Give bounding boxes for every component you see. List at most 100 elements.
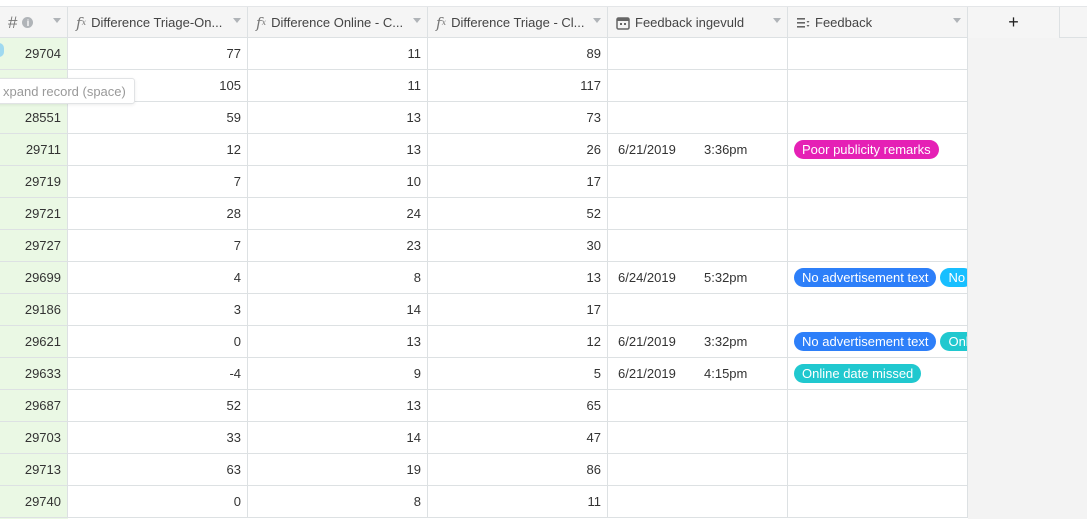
record-id-cell[interactable]: 29711 <box>0 134 68 165</box>
difference-online-c-cell[interactable]: 23 <box>248 230 428 261</box>
feedback-ingevuld-cell[interactable] <box>608 422 788 453</box>
add-field-button[interactable]: + <box>968 7 1060 38</box>
feedback-ingevuld-cell[interactable] <box>608 102 788 133</box>
difference-triage-online-cell[interactable]: 12 <box>68 134 248 165</box>
table-row[interactable]: 29719 7 10 17 <box>0 166 968 198</box>
difference-triage-online-cell[interactable]: 77 <box>68 38 248 69</box>
table-row[interactable]: 29621 0 13 12 6/21/2019 3:32pm No advertisemen… <box>0 326 968 358</box>
table-row[interactable]: 29721 28 24 52 <box>0 198 968 230</box>
difference-triage-cl-cell[interactable]: 17 <box>428 294 608 325</box>
difference-online-c-cell[interactable]: 13 <box>248 102 428 133</box>
feedback-cell[interactable] <box>788 294 968 325</box>
table-row[interactable]: 2969710511117 <box>0 70 968 102</box>
feedback-cell[interactable] <box>788 38 968 69</box>
record-id-cell[interactable]: 29621 <box>0 326 68 357</box>
difference-triage-cl-cell[interactable]: 86 <box>428 454 608 485</box>
difference-triage-cl-cell[interactable]: 11 <box>428 486 608 517</box>
difference-triage-online-cell[interactable]: 3 <box>68 294 248 325</box>
difference-triage-online-cell[interactable]: 7 <box>68 230 248 261</box>
record-id-cell[interactable]: 29713 <box>0 454 68 485</box>
feedback-cell[interactable] <box>788 102 968 133</box>
record-id-cell[interactable]: 29727 <box>0 230 68 261</box>
feedback-ingevuld-cell[interactable] <box>608 70 788 101</box>
difference-triage-online-cell[interactable]: 33 <box>68 422 248 453</box>
record-id-cell[interactable]: 29687 <box>0 390 68 421</box>
difference-online-c-cell[interactable]: 13 <box>248 326 428 357</box>
difference-triage-online-cell[interactable]: 28 <box>68 198 248 229</box>
record-id-cell[interactable]: 28551 <box>0 102 68 133</box>
chevron-down-icon[interactable] <box>773 18 781 23</box>
difference-online-c-cell[interactable]: 9 <box>248 358 428 389</box>
difference-triage-cl-cell[interactable]: 65 <box>428 390 608 421</box>
difference-triage-cl-cell[interactable]: 117 <box>428 70 608 101</box>
feedback-cell[interactable]: No advertisement text No <box>788 262 968 293</box>
difference-triage-online-cell[interactable]: 4 <box>68 262 248 293</box>
difference-online-c-cell[interactable]: 10 <box>248 166 428 197</box>
feedback-cell[interactable]: Poor publicity remarks <box>788 134 968 165</box>
record-id-cell[interactable]: 29186 <box>0 294 68 325</box>
column-header-feedback[interactable]: Feedback <box>788 7 968 38</box>
difference-triage-cl-cell[interactable]: 5 <box>428 358 608 389</box>
feedback-ingevuld-cell[interactable] <box>608 294 788 325</box>
chevron-down-icon[interactable] <box>53 18 61 23</box>
record-id-cell[interactable]: 29740 <box>0 486 68 517</box>
difference-online-c-cell[interactable]: 14 <box>248 294 428 325</box>
feedback-cell[interactable] <box>788 422 968 453</box>
difference-triage-cl-cell[interactable]: 26 <box>428 134 608 165</box>
feedback-cell[interactable] <box>788 198 968 229</box>
chevron-down-icon[interactable] <box>593 18 601 23</box>
chevron-down-icon[interactable] <box>413 18 421 23</box>
table-row[interactable]: 29711 12 13 26 6/21/2019 3:36pm Poor publicity… <box>0 134 968 166</box>
feedback-ingevuld-cell[interactable] <box>608 38 788 69</box>
chevron-down-icon[interactable] <box>233 18 241 23</box>
feedback-cell[interactable] <box>788 230 968 261</box>
feedback-ingevuld-cell[interactable] <box>608 230 788 261</box>
column-header-feedback-ingevuld[interactable]: Feedback ingevuld <box>608 7 788 38</box>
table-row[interactable]: 29704 77 11 89 <box>0 38 968 70</box>
record-id-cell[interactable]: 29704 <box>0 38 68 69</box>
difference-triage-online-cell[interactable]: 0 <box>68 326 248 357</box>
table-row[interactable]: 28551 59 13 73 <box>0 102 968 134</box>
table-row[interactable]: 29703 33 14 47 <box>0 422 968 454</box>
difference-triage-online-cell[interactable]: 0 <box>68 486 248 517</box>
difference-triage-online-cell[interactable]: 7 <box>68 166 248 197</box>
difference-triage-cl-cell[interactable]: 73 <box>428 102 608 133</box>
feedback-ingevuld-cell[interactable] <box>608 166 788 197</box>
difference-triage-cl-cell[interactable]: 89 <box>428 38 608 69</box>
difference-online-c-cell[interactable]: 14 <box>248 422 428 453</box>
difference-online-c-cell[interactable]: 11 <box>248 70 428 101</box>
difference-triage-cl-cell[interactable]: 12 <box>428 326 608 357</box>
table-row[interactable]: 29713 63 19 86 <box>0 454 968 486</box>
difference-online-c-cell[interactable]: 8 <box>248 486 428 517</box>
difference-triage-cl-cell[interactable]: 47 <box>428 422 608 453</box>
table-row[interactable]: 29740 0 8 11 <box>0 486 968 518</box>
feedback-cell[interactable] <box>788 390 968 421</box>
difference-online-c-cell[interactable]: 24 <box>248 198 428 229</box>
feedback-cell[interactable]: No advertisement text Onl <box>788 326 968 357</box>
chevron-down-icon[interactable] <box>953 18 961 23</box>
feedback-cell[interactable]: Online date missed <box>788 358 968 389</box>
difference-triage-online-cell[interactable]: -4 <box>68 358 248 389</box>
difference-triage-online-cell[interactable]: 105 <box>68 70 248 101</box>
table-row[interactable]: 29186 3 14 17 <box>0 294 968 326</box>
difference-triage-cl-cell[interactable]: 52 <box>428 198 608 229</box>
record-id-cell[interactable]: 29703 <box>0 422 68 453</box>
difference-online-c-cell[interactable]: 13 <box>248 134 428 165</box>
feedback-ingevuld-cell[interactable] <box>608 390 788 421</box>
difference-triage-online-cell[interactable]: 63 <box>68 454 248 485</box>
difference-online-c-cell[interactable]: 8 <box>248 262 428 293</box>
feedback-cell[interactable] <box>788 486 968 517</box>
difference-online-c-cell[interactable]: 13 <box>248 390 428 421</box>
record-id-cell[interactable]: 29633 <box>0 358 68 389</box>
difference-triage-cl-cell[interactable]: 13 <box>428 262 608 293</box>
feedback-ingevuld-cell[interactable] <box>608 454 788 485</box>
difference-triage-cl-cell[interactable]: 17 <box>428 166 608 197</box>
difference-triage-online-cell[interactable]: 59 <box>68 102 248 133</box>
feedback-ingevuld-cell[interactable] <box>608 198 788 229</box>
feedback-ingevuld-cell[interactable]: 6/21/2019 4:15pm <box>608 358 788 389</box>
record-id-cell[interactable]: 29699 <box>0 262 68 293</box>
feedback-ingevuld-cell[interactable]: 6/24/2019 5:32pm <box>608 262 788 293</box>
feedback-ingevuld-cell[interactable] <box>608 486 788 517</box>
